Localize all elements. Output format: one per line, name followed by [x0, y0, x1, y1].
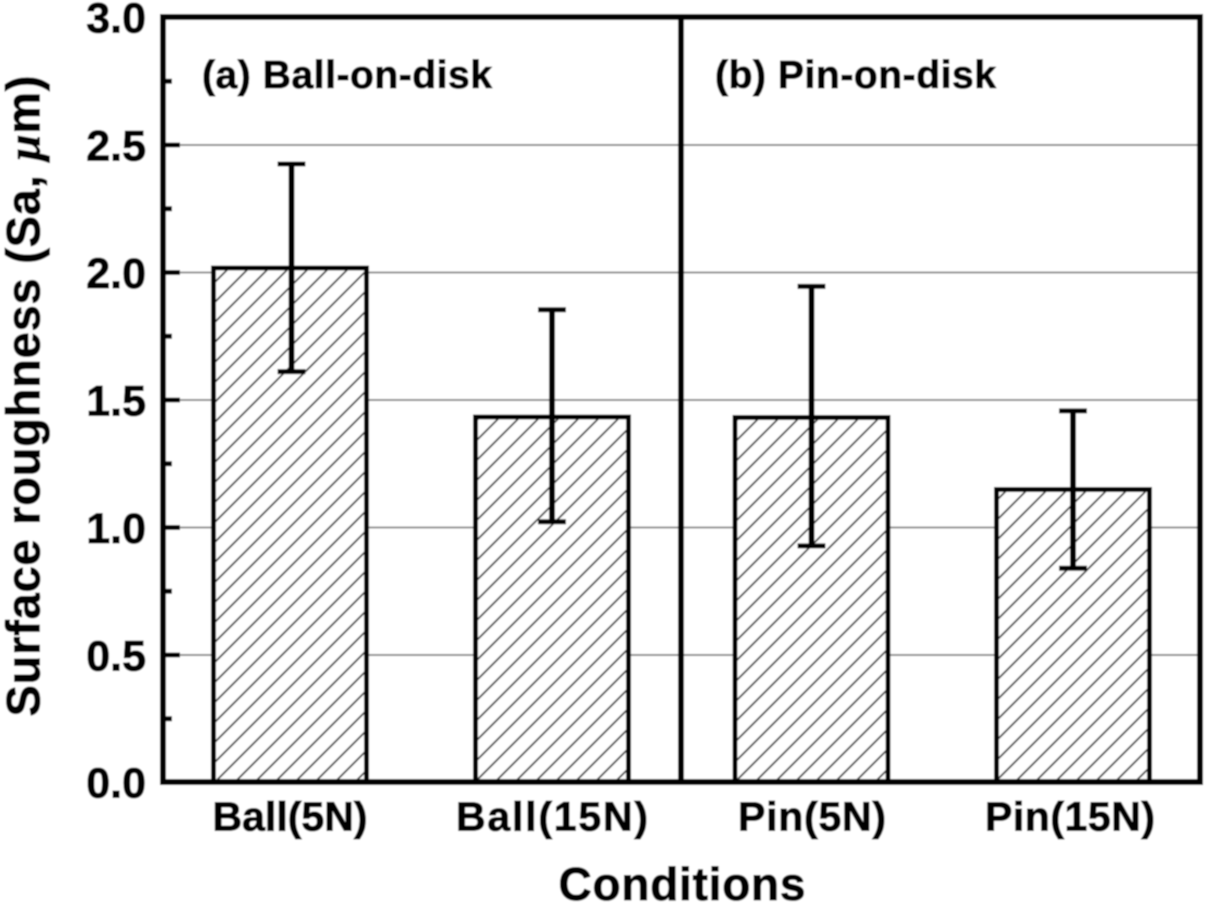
svg-text:Conditions: Conditions: [559, 858, 806, 904]
svg-text:Pin(5N): Pin(5N): [738, 794, 886, 840]
svg-text:(b) Pin-on-disk: (b) Pin-on-disk: [715, 54, 996, 97]
svg-text:0.0: 0.0: [86, 760, 146, 808]
svg-text:1.0: 1.0: [86, 505, 146, 553]
svg-text:2.0: 2.0: [86, 250, 146, 298]
svg-text:Surface roughness (Sa, μm): Surface roughness (Sa, μm): [0, 76, 51, 717]
svg-text:1.5: 1.5: [86, 378, 146, 426]
svg-text:Ball(5N): Ball(5N): [213, 794, 368, 840]
svg-text:0.5: 0.5: [86, 633, 146, 681]
svg-text:(a) Ball-on-disk: (a) Ball-on-disk: [202, 54, 492, 97]
svg-text:3.0: 3.0: [86, 0, 146, 43]
svg-text:Pin(15N): Pin(15N): [985, 794, 1155, 840]
svg-text:2.5: 2.5: [86, 123, 146, 171]
